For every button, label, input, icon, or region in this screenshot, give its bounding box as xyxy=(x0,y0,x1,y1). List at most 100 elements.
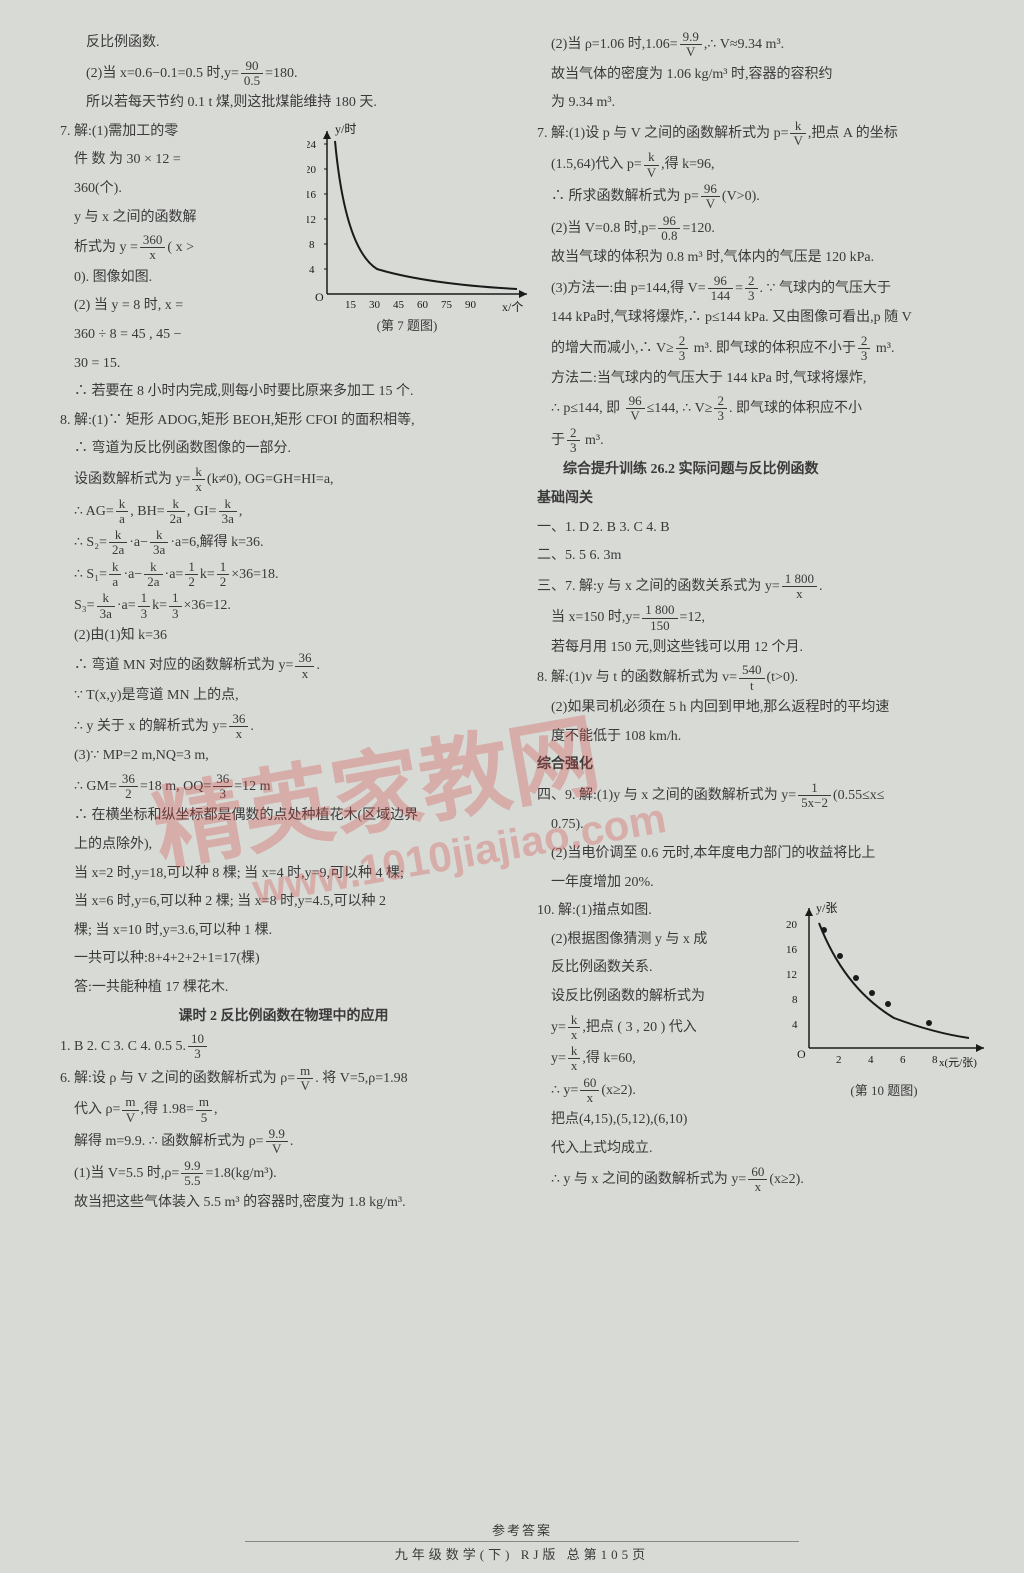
text: 解得 m=9.9. ∴ 函数解析式为 ρ=9.9V. xyxy=(60,1127,507,1157)
text: ∴ y 关于 x 的解析式为 y=36x. xyxy=(60,712,507,742)
text: 棵; 当 x=10 时,y=3.6,可以种 1 棵. xyxy=(60,918,507,945)
page-columns: 反比例函数. (2)当 x=0.6−0.1=0.5 时,y=900.5=180.… xyxy=(60,30,984,1510)
text: 144 kPa时,气球将爆炸,∴ p≤144 kPa. 又由图像可看出,p 随 … xyxy=(537,305,984,332)
text: 0). 图像如图. xyxy=(60,265,299,292)
footer-line1: 参考答案 xyxy=(60,1520,984,1539)
text: S₃=k3a·a=13k=13×36=12. xyxy=(60,591,507,621)
text: ∴ 若要在 8 小时内完成,则每小时要比原来多加工 15 个. xyxy=(60,379,507,406)
chart-10-caption: (第 10 题图) xyxy=(784,1079,984,1104)
svg-text:12: 12 xyxy=(786,969,797,981)
page-footer: 参考答案 九年级数学(下) RJ版 总第105页 xyxy=(60,1520,984,1563)
text: 析式为 y =360x( x > xyxy=(60,233,299,263)
text: (3)∵ MP=2 m,NQ=3 m, xyxy=(60,743,507,770)
text: ∴ y 与 x 之间的函数解析式为 y=60x(x≥2). xyxy=(537,1165,984,1195)
text: ∴ S₂=k2a·a−k3a·a=6,解得 k=36. xyxy=(60,528,507,558)
svg-text:O: O xyxy=(797,1047,806,1061)
text: 1. B 2. C 3. C 4. 0.5 5.103 xyxy=(60,1032,507,1062)
svg-text:4: 4 xyxy=(792,1019,798,1031)
text: (2) 当 y = 8 时, x = xyxy=(60,293,299,320)
svg-text:20: 20 xyxy=(307,164,317,176)
text: 三、7. 解:y 与 x 之间的函数关系式为 y=1 800x. xyxy=(537,572,984,602)
subsection: 综合强化 xyxy=(537,752,984,779)
chart-7-caption: (第 7 题图) xyxy=(307,314,507,339)
chart-7: y/时 x/个 O 4 8 12 16 20 24 153045 607590 … xyxy=(307,119,507,339)
text: 当 x=6 时,y=6,可以种 2 棵; 当 x=8 时,y=4.5,可以种 2 xyxy=(60,889,507,916)
svg-text:x(元/张): x(元/张) xyxy=(939,1056,977,1069)
text: 一、1. D 2. B 3. C 4. B xyxy=(537,515,984,542)
svg-text:4: 4 xyxy=(309,264,315,276)
left-column: 反比例函数. (2)当 x=0.6−0.1=0.5 时,y=900.5=180.… xyxy=(60,30,507,1510)
problem-10-wrap: 10. 解:(1)描点如图. (2)根据图像猜测 y 与 x 成 反比例函数关系… xyxy=(537,898,984,1107)
text: ∵ T(x,y)是弯道 MN 上的点, xyxy=(60,683,507,710)
text: 8. 解:(1)∵ 矩形 ADOG,矩形 BEOH,矩形 CFOI 的面积相等, xyxy=(60,408,507,435)
text: 若每月用 150 元,则这些钱可以用 12 个月. xyxy=(537,635,984,662)
text: 30 = 15. xyxy=(60,351,299,378)
svg-text:24: 24 xyxy=(307,139,317,151)
svg-text:y/时: y/时 xyxy=(335,122,356,136)
svg-text:15: 15 xyxy=(345,299,357,311)
text: 故当气球的体积为 0.8 m³ 时,气体内的气压是 120 kPa. xyxy=(537,245,984,272)
text: 10. 解:(1)描点如图. xyxy=(537,898,776,925)
text: 为 9.34 m³. xyxy=(537,90,984,117)
text: y=kx,得 k=60, xyxy=(537,1044,776,1074)
text: 度不能低于 108 km/h. xyxy=(537,724,984,751)
text: 360(个). xyxy=(60,176,299,203)
svg-text:30: 30 xyxy=(369,299,381,311)
svg-text:20: 20 xyxy=(786,919,798,931)
svg-text:4: 4 xyxy=(868,1054,874,1066)
text: 360 ÷ 8 = 45 , 45 − xyxy=(60,322,299,349)
text: 四、9. 解:(1)y 与 x 之间的函数解析式为 y=15x−2(0.55≤x… xyxy=(537,781,984,811)
right-column: (2)当 ρ=1.06 时,1.06=9.9V,∴ V≈9.34 m³. 故当气… xyxy=(537,30,984,1510)
text: 反比例函数. xyxy=(60,30,507,57)
svg-text:2: 2 xyxy=(836,1054,842,1066)
text: 设反比例函数的解析式为 xyxy=(537,984,776,1011)
text: 所以若每天节约 0.1 t 煤,则这批煤能维持 180 天. xyxy=(60,90,507,117)
text: 设函数解析式为 y=kx(k≠0), OG=GH=HI=a, xyxy=(60,465,507,495)
text: 0.75). xyxy=(537,812,984,839)
text: 6. 解:设 ρ 与 V 之间的函数解析式为 ρ=mV. 将 V=5,ρ=1.9… xyxy=(60,1064,507,1094)
svg-text:16: 16 xyxy=(786,944,798,956)
text: 代入上式均成立. xyxy=(537,1136,984,1163)
svg-text:75: 75 xyxy=(441,299,453,311)
text: (2)当 V=0.8 时,p=960.8=120. xyxy=(537,214,984,244)
text: 一年度增加 20%. xyxy=(537,870,984,897)
text: (2)当 ρ=1.06 时,1.06=9.9V,∴ V≈9.34 m³. xyxy=(537,30,984,60)
svg-text:8: 8 xyxy=(792,994,798,1006)
text: ∴ 弯道为反比例函数图像的一部分. xyxy=(60,436,507,463)
svg-text:90: 90 xyxy=(465,299,477,311)
text: ∴ 在横坐标和纵坐标都是偶数的点处种植花木(区域边界 xyxy=(60,803,507,830)
chart-10: y/张 x(元/张) O 4812 1620 2468 (第 10 题图) xyxy=(784,898,984,1104)
text: ∴ 弯道 MN 对应的函数解析式为 y=36x. xyxy=(60,651,507,681)
svg-text:O: O xyxy=(315,290,324,304)
svg-text:8: 8 xyxy=(309,239,315,251)
text: 7. 解:(1)需加工的零 xyxy=(60,119,299,146)
text: 二、5. 5 6. 3m xyxy=(537,543,984,570)
text: y=kx,把点 ( 3 , 20 ) 代入 xyxy=(537,1013,776,1043)
text: ∴ p≤144, 即 96V≤144, ∴ V≥23. 即气球的体积应不小 xyxy=(537,394,984,424)
svg-text:60: 60 xyxy=(417,299,429,311)
text: (2)根据图像猜测 y 与 x 成 xyxy=(537,927,776,954)
text: 方法二:当气球内的气压大于 144 kPa 时,气球将爆炸, xyxy=(537,366,984,393)
text: (3)方法一:由 p=144,得 V=96144=23. ∵ 气球内的气压大于 xyxy=(537,274,984,304)
text: 当 x=2 时,y=18,可以种 8 棵; 当 x=4 时,y=9,可以种 4 … xyxy=(60,861,507,888)
text: 8. 解:(1)v 与 t 的函数解析式为 v=540t(t>0). xyxy=(537,663,984,693)
text: 答:一共能种植 17 棵花木. xyxy=(60,975,507,1002)
text: (1)当 V=5.5 时,ρ=9.95.5=1.8(kg/m³). xyxy=(60,1159,507,1189)
problem-7-wrap: 7. 解:(1)需加工的零 件 数 为 30 × 12 = 360(个). y … xyxy=(60,119,507,379)
chart-10-svg: y/张 x(元/张) O 4812 1620 2468 xyxy=(784,898,994,1073)
section-title: 综合提升训练 26.2 实际问题与反比例函数 xyxy=(537,457,984,484)
subsection: 基础闯关 xyxy=(537,486,984,513)
text: (2)如果司机必须在 5 h 内回到甲地,那么返程时的平均速 xyxy=(537,695,984,722)
footer-line2: 九年级数学(下) RJ版 总第105页 xyxy=(245,1541,799,1563)
svg-text:16: 16 xyxy=(307,189,317,201)
text: (2)当 x=0.6−0.1=0.5 时,y=900.5=180. xyxy=(60,59,507,89)
section-title: 课时 2 反比例函数在物理中的应用 xyxy=(60,1004,507,1031)
svg-text:y/张: y/张 xyxy=(816,901,837,915)
text: 故当气体的密度为 1.06 kg/m³ 时,容器的容积约 xyxy=(537,62,984,89)
text: 故当把这些气体装入 5.5 m³ 的容器时,密度为 1.8 kg/m³. xyxy=(60,1190,507,1217)
text: 的增大而减小,∴ V≥23 m³. 即气球的体积应不小于23 m³. xyxy=(537,334,984,364)
svg-text:x/个: x/个 xyxy=(502,300,523,314)
text: ∴ AG=ka, BH=k2a, GI=k3a, xyxy=(60,497,507,527)
text: ∴ y=60x(x≥2). xyxy=(537,1076,776,1106)
text: y 与 x 之间的函数解 xyxy=(60,205,299,232)
